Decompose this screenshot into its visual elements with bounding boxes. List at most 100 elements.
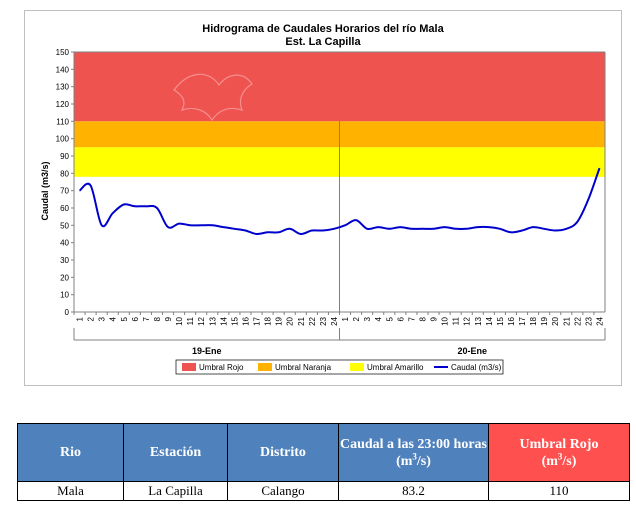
y-tick-label-2: 20: [60, 273, 69, 282]
x-tick-label-25: 2: [352, 316, 361, 321]
x-tick-label-19: 20: [286, 316, 295, 325]
x-tick-label-20: 21: [297, 316, 306, 325]
header-caudal-unit-exp: 3: [412, 450, 417, 461]
x-tick-label-35: 12: [463, 316, 472, 325]
x-tick-label-13: 14: [219, 316, 228, 325]
x-tick-label-0: 1: [76, 316, 85, 321]
x-tick-label-5: 6: [131, 316, 140, 321]
header-umbral-rojo: Umbral Rojo (m3/s): [488, 423, 630, 482]
x-tick-label-11: 12: [197, 316, 206, 325]
header-caudal-label: Caudal a las 23:00 horas: [339, 436, 488, 452]
x-tick-label-45: 22: [573, 316, 582, 325]
cell-umbral-rojo: 110: [488, 481, 630, 501]
x-tick-label-14: 15: [230, 316, 239, 325]
header-distrito: Distrito: [227, 423, 339, 482]
x-tick-label-7: 8: [153, 316, 162, 321]
x-tick-label-12: 13: [208, 316, 217, 325]
x-tick-label-30: 7: [407, 316, 416, 321]
x-tick-label-47: 24: [595, 316, 604, 325]
header-caudal: Caudal a las 23:00 horas (m3/s): [338, 423, 489, 482]
cell-rio: Mala: [17, 481, 124, 501]
x-tick-label-31: 8: [418, 316, 427, 321]
x-tick-label-38: 15: [496, 316, 505, 325]
summary-table: Rio Estación Distrito Caudal a las 23:00…: [17, 423, 630, 501]
cell-caudal: 83.2: [338, 481, 489, 501]
x-tick-label-10: 11: [186, 316, 195, 325]
cell-distrito: Calango: [227, 481, 339, 501]
y-tick-label-10: 100: [56, 135, 70, 144]
x-tick-label-37: 14: [485, 316, 494, 325]
header-caudal-unit-close: /s): [416, 453, 431, 469]
x-tick-label-8: 9: [164, 316, 173, 321]
y-tick-label-15: 150: [56, 48, 70, 57]
y-tick-label-5: 50: [60, 221, 69, 230]
x-tick-label-23: 24: [330, 316, 339, 325]
x-tick-label-32: 9: [430, 316, 439, 321]
cell-estacion: La Capilla: [123, 481, 228, 501]
header-umbral-unit-close: /s): [562, 453, 577, 469]
table-row: Mala La Capilla Calango 83.2 110: [17, 481, 630, 501]
watermark-logo: [173, 73, 253, 122]
legend-label-1: Umbral Naranja: [275, 363, 332, 372]
chart-subtitle: Est. La Capilla: [285, 36, 361, 48]
y-tick-label-8: 80: [60, 169, 69, 178]
table-header-row: Rio Estación Distrito Caudal a las 23:00…: [17, 423, 630, 482]
hydrograph-svg: Hidrograma de Caudales Horarios del río …: [24, 10, 622, 386]
header-caudal-unit-open: (m: [396, 453, 413, 469]
legend-swatch-2: [350, 363, 364, 371]
x-tick-label-34: 11: [452, 316, 461, 325]
x-tick-label-27: 4: [374, 316, 383, 321]
day-label-1: 20-Ene: [457, 346, 487, 356]
header-estacion: Estación: [123, 423, 228, 482]
header-rio: Rio: [17, 423, 124, 482]
y-tick-label-14: 140: [56, 65, 70, 74]
legend-swatch-1: [258, 363, 272, 371]
y-tick-label-11: 110: [56, 117, 69, 126]
y-tick-label-6: 60: [60, 204, 69, 213]
x-tick-label-1: 2: [87, 316, 96, 321]
y-tick-label-12: 120: [56, 100, 70, 109]
x-tick-label-6: 7: [142, 316, 151, 321]
day-label-0: 19-Ene: [192, 346, 222, 356]
x-tick-label-3: 4: [109, 316, 118, 321]
y-tick-label-13: 130: [56, 83, 70, 92]
legend-label-3: Caudal (m3/s): [451, 363, 502, 372]
x-tick-label-28: 5: [385, 316, 394, 321]
header-umbral-unit-open: (m: [541, 453, 558, 469]
x-tick-label-33: 10: [441, 316, 450, 325]
x-tick-label-43: 20: [551, 316, 560, 325]
header-umbral-label: Umbral Rojo: [519, 436, 599, 452]
x-tick-label-41: 18: [529, 316, 538, 325]
y-tick-label-9: 90: [60, 152, 69, 161]
x-tick-label-22: 23: [319, 316, 328, 325]
legend-label-0: Umbral Rojo: [199, 363, 244, 372]
legend-label-2: Umbral Amarillo: [367, 363, 424, 372]
x-tick-label-46: 23: [584, 316, 593, 325]
x-tick-label-17: 18: [264, 316, 273, 325]
x-tick-label-18: 19: [275, 316, 284, 325]
hydrograph-chart: Hidrograma de Caudales Horarios del río …: [24, 10, 622, 386]
x-tick-label-4: 5: [120, 316, 129, 321]
legend-box: [175, 359, 504, 375]
x-tick-label-26: 3: [363, 316, 372, 321]
y-tick-label-4: 40: [60, 239, 69, 248]
series-line-0: [78, 167, 601, 236]
x-tick-label-29: 6: [396, 316, 405, 321]
y-tick-label-7: 70: [60, 187, 69, 196]
y-tick-label-0: 0: [65, 308, 70, 317]
x-tick-label-44: 21: [562, 316, 571, 325]
x-tick-label-2: 3: [98, 316, 107, 321]
chart-title: Hidrograma de Caudales Horarios del río …: [202, 23, 444, 35]
x-tick-label-24: 1: [341, 316, 350, 321]
y-tick-label-1: 10: [60, 291, 69, 300]
x-tick-label-16: 17: [253, 316, 262, 325]
x-tick-label-36: 13: [474, 316, 483, 325]
y-axis-label: Caudal (m3/s): [40, 161, 50, 220]
legend-swatch-0: [182, 363, 196, 371]
y-tick-label-3: 30: [60, 256, 69, 265]
x-tick-label-42: 19: [540, 316, 549, 325]
x-tick-label-9: 10: [175, 316, 184, 325]
header-umbral-unit-exp: 3: [557, 450, 563, 461]
x-tick-label-40: 17: [518, 316, 527, 325]
x-tick-label-21: 22: [308, 316, 317, 325]
